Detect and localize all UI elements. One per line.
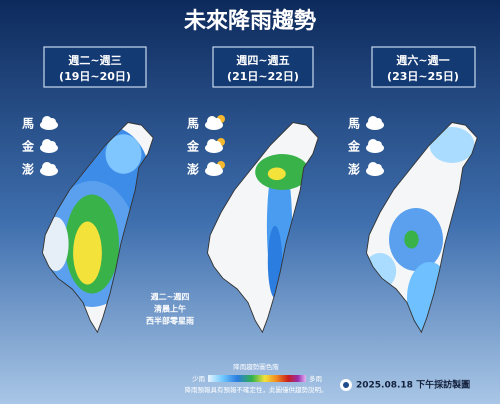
legend-note: 降雨預報具有預報不確定性，此圖僅供趨勢說明。: [185, 385, 328, 394]
annotation: 清晨上午: [154, 304, 186, 314]
panel-days: 週四~週五: [236, 53, 289, 67]
panel-dates: (21日~22日): [227, 70, 299, 83]
panel-dates: (23日~25日): [387, 70, 459, 83]
legend-high: 多雨: [309, 374, 323, 383]
island-label: 澎: [22, 162, 34, 177]
annotation: 週二~週四: [151, 293, 190, 302]
island-label: 金: [186, 139, 200, 154]
island-label: 澎: [187, 162, 199, 177]
title: 未來降雨趨勢: [184, 8, 316, 34]
annotation: 西半部零星雨: [146, 316, 194, 326]
island-label: 金: [347, 139, 361, 154]
legend-scale: [208, 375, 306, 382]
legend-low: 少雨: [192, 375, 206, 383]
island-label: 澎: [348, 162, 360, 177]
footer: 2025.08.18 下午採訪製圖: [356, 379, 470, 391]
panel-header: [371, 46, 476, 88]
panel-dates: (19日~20日): [59, 70, 131, 83]
island-label: 馬: [187, 117, 199, 131]
panel-days: 週二~週三: [68, 53, 121, 67]
panel-header: [212, 46, 314, 88]
island-label: 馬: [22, 117, 34, 131]
panel-days: 週六~週一: [396, 53, 449, 67]
island-label: 金: [21, 139, 35, 154]
panel-header: [43, 46, 147, 88]
logo: [343, 382, 349, 388]
island-label: 馬: [348, 117, 360, 131]
legend-title: 降雨趨勢圖色階: [233, 362, 279, 371]
